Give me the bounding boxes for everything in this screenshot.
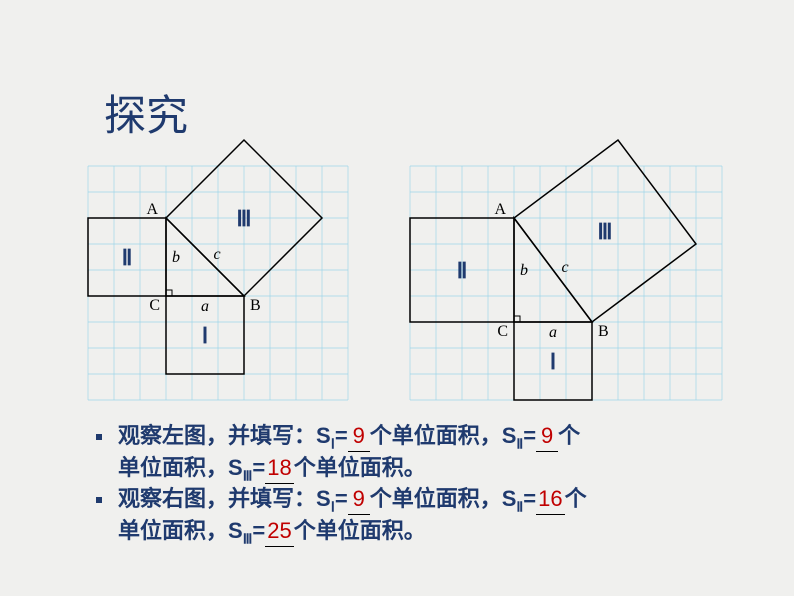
obs2-tail: 个单位面积。	[294, 518, 426, 543]
obs2-prefix: 观察右图，并填写：S	[118, 486, 331, 511]
obs2-v2: 16	[536, 484, 564, 515]
svg-text:c: c	[561, 259, 568, 276]
svg-text:a: a	[201, 298, 209, 315]
svg-text:c: c	[213, 246, 220, 263]
obs2-mid1: 个单位面积，S	[370, 486, 517, 511]
right-diagram: A B Ca b c Ⅰ Ⅱ Ⅲ	[410, 166, 722, 400]
obs2-eq3: =	[252, 518, 265, 543]
obs1-tail: 个单位面积。	[294, 455, 426, 480]
obs1-eq1: =	[335, 423, 348, 448]
svg-text:b: b	[172, 249, 180, 266]
obs1-mid2: 个	[558, 423, 580, 448]
svg-text:b: b	[520, 262, 528, 279]
slide-title: 探究	[104, 82, 188, 143]
obs2-v3: 25	[265, 516, 293, 547]
obs1-cont: 单位面积，S	[118, 455, 243, 480]
svg-text:B: B	[250, 297, 261, 314]
svg-text:A: A	[146, 201, 158, 218]
obs2-v1: 9	[348, 484, 370, 515]
obs2-eq1: =	[335, 486, 348, 511]
svg-text:Ⅲ: Ⅲ	[597, 219, 612, 244]
obs2-mid2: 个	[565, 486, 587, 511]
svg-text:C: C	[497, 323, 508, 340]
svg-text:A: A	[494, 201, 506, 218]
svg-text:Ⅱ: Ⅱ	[122, 245, 133, 270]
obs2-eq2: =	[523, 486, 536, 511]
svg-text:B: B	[598, 323, 609, 340]
obs1-prefix: 观察左图，并填写：S	[118, 423, 331, 448]
left-diagram: A B Ca b c Ⅰ Ⅱ Ⅲ	[88, 166, 348, 400]
svg-text:Ⅰ: Ⅰ	[202, 323, 209, 348]
obs1-mid1: 个单位面积，S	[370, 423, 517, 448]
obs2-sub3: Ⅲ	[243, 531, 253, 547]
svg-text:Ⅲ: Ⅲ	[236, 206, 251, 231]
obs1-eq3: =	[252, 455, 265, 480]
svg-text:Ⅰ: Ⅰ	[550, 349, 557, 374]
bullet-icon	[96, 434, 102, 440]
observation-left: 观察左图，并填写：SⅠ=9个单位面积，SⅡ=9个 单位面积，SⅢ=18个单位面积…	[118, 421, 758, 486]
svg-text:C: C	[149, 297, 160, 314]
obs1-sub3: Ⅲ	[243, 468, 253, 484]
svg-text:a: a	[549, 324, 557, 341]
obs1-v3: 18	[265, 453, 293, 484]
observation-right: 观察右图，并填写：SⅠ=9个单位面积，SⅡ=16个 单位面积，SⅢ=25个单位面…	[118, 484, 758, 549]
obs2-cont: 单位面积，S	[118, 518, 243, 543]
obs1-eq2: =	[523, 423, 536, 448]
obs1-v1: 9	[348, 421, 370, 452]
bullet-icon	[96, 497, 102, 503]
svg-text:Ⅱ: Ⅱ	[457, 258, 468, 283]
obs1-v2: 9	[536, 421, 558, 452]
